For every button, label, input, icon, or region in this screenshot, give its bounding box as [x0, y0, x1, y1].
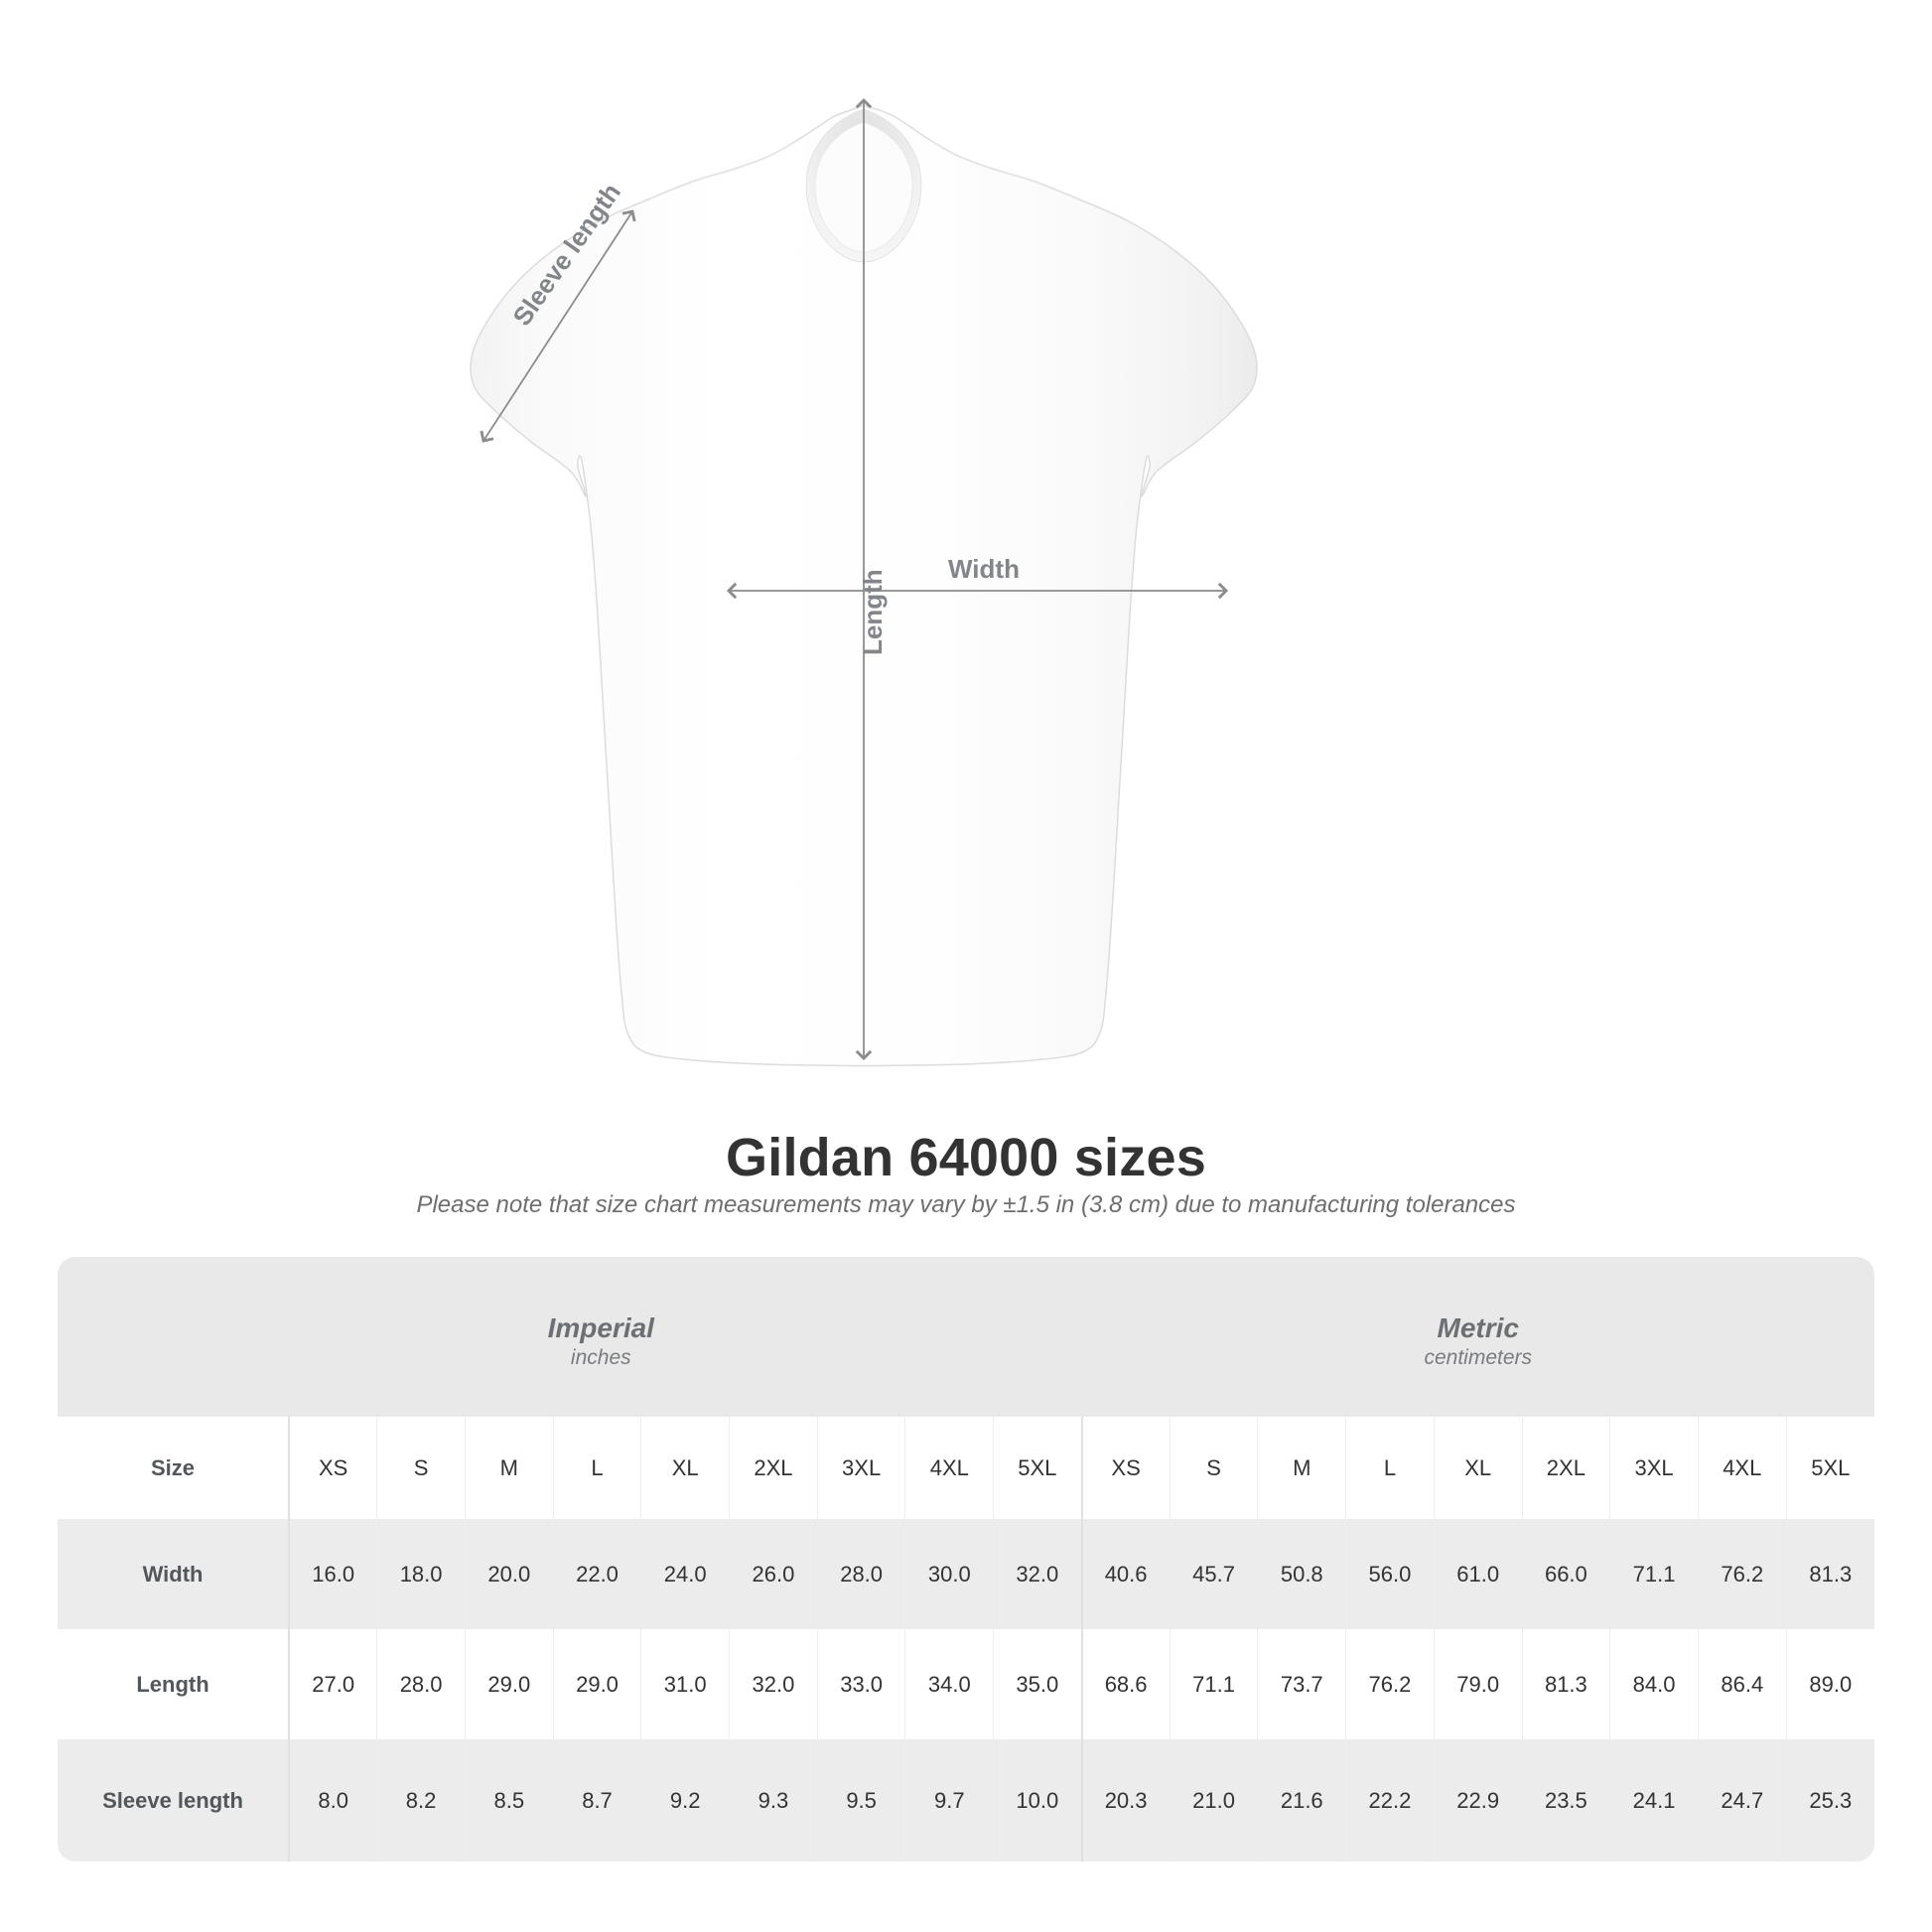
svg-text:Length: Length: [858, 569, 888, 655]
svg-text:Width: Width: [948, 554, 1020, 584]
